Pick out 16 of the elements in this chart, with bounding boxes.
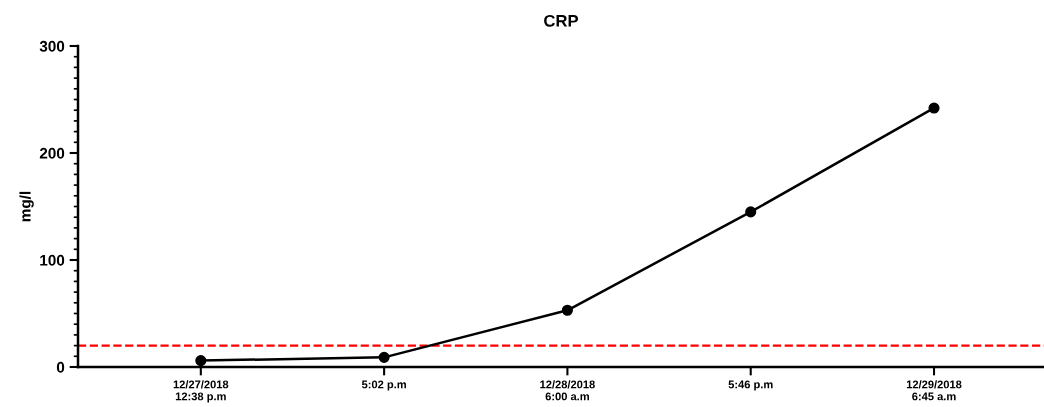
x-tick-label: 5:46 p.m — [728, 380, 773, 391]
point — [928, 102, 940, 114]
y-tick-label: 100 — [40, 254, 65, 266]
x-tick-label: 12/29/2018 6:45 a.m — [906, 380, 962, 401]
x-tick-label: 12/27/2018 12:38 p.m — [173, 380, 229, 403]
point — [745, 206, 757, 218]
point — [561, 304, 573, 316]
point — [195, 355, 207, 367]
x-tick-label: 12/28/2018 6:00 a.m — [540, 380, 595, 401]
x-tick-label: 5:02 p.m — [361, 380, 406, 391]
y-tick-label: 0 — [56, 361, 65, 373]
y-tick-label: 300 — [39, 40, 65, 52]
y-axis-title: mg/l — [19, 191, 34, 222]
chart-title: CRP — [544, 14, 579, 27]
y-tick-label: 200 — [39, 147, 65, 159]
point — [378, 351, 390, 363]
